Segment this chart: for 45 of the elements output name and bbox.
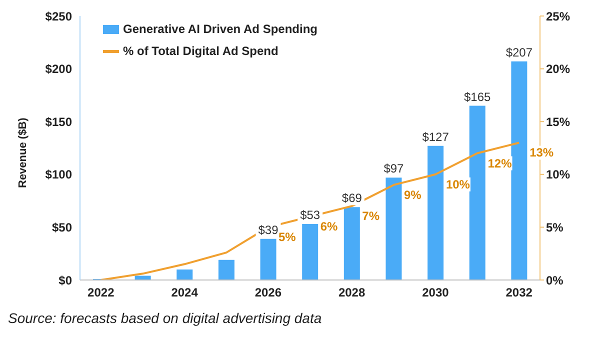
y-tick-label: $50 (52, 220, 72, 234)
y2-tick-label: 20% (546, 62, 570, 76)
y-tick-label: $200 (45, 62, 72, 76)
y-tick-label: $250 (45, 9, 72, 24)
x-tick-label: 2032 (506, 286, 533, 300)
bar (344, 207, 360, 280)
x-tick-label: 2024 (171, 286, 198, 300)
y2-tick-label: 25% (546, 9, 570, 24)
data-label: $53 (300, 208, 320, 222)
legend-label: % of Total Digital Ad Spend (123, 44, 278, 58)
y-tick-label: $0 (58, 273, 72, 288)
data-label: $165 (464, 90, 492, 104)
data-label: $39 (258, 222, 279, 237)
x-tick-label: 2022 (88, 286, 115, 300)
bar (302, 224, 318, 280)
data-label: 6% (320, 220, 338, 234)
source-note: Source: forecasts based on digital advertising data (8, 310, 323, 326)
y2-tick-label: 0% (546, 273, 564, 288)
legend-label: Generative AI Driven Ad Spending (123, 22, 318, 36)
x-tick-label: 2026 (254, 286, 282, 300)
bar (511, 61, 528, 280)
y2-tick-label: 15% (546, 114, 570, 129)
y-axis-title: Revenue ($B) (16, 117, 29, 188)
bar (428, 146, 444, 280)
bar (260, 238, 276, 280)
bar (469, 106, 486, 280)
data-label: $69 (342, 191, 362, 206)
data-label: $207 (506, 45, 533, 60)
x-tick-label: 2028 (338, 286, 366, 300)
bar (176, 269, 193, 280)
data-label: 10% (446, 177, 470, 192)
data-label: $97 (384, 162, 404, 176)
y-tick-label: $100 (45, 168, 72, 182)
x-tick-label: 2030 (422, 286, 450, 300)
bar (386, 178, 402, 280)
data-label: $127 (422, 130, 450, 144)
data-label: 9% (404, 188, 422, 202)
y-tick-label: $150 (45, 114, 72, 129)
data-label: 12% (488, 156, 512, 170)
data-label: 5% (278, 230, 296, 244)
y2-tick-label: 10% (546, 168, 570, 182)
data-label: 13% (530, 146, 554, 160)
y2-tick-label: 5% (546, 220, 564, 234)
bar (218, 260, 234, 280)
data-label: 7% (362, 209, 380, 224)
